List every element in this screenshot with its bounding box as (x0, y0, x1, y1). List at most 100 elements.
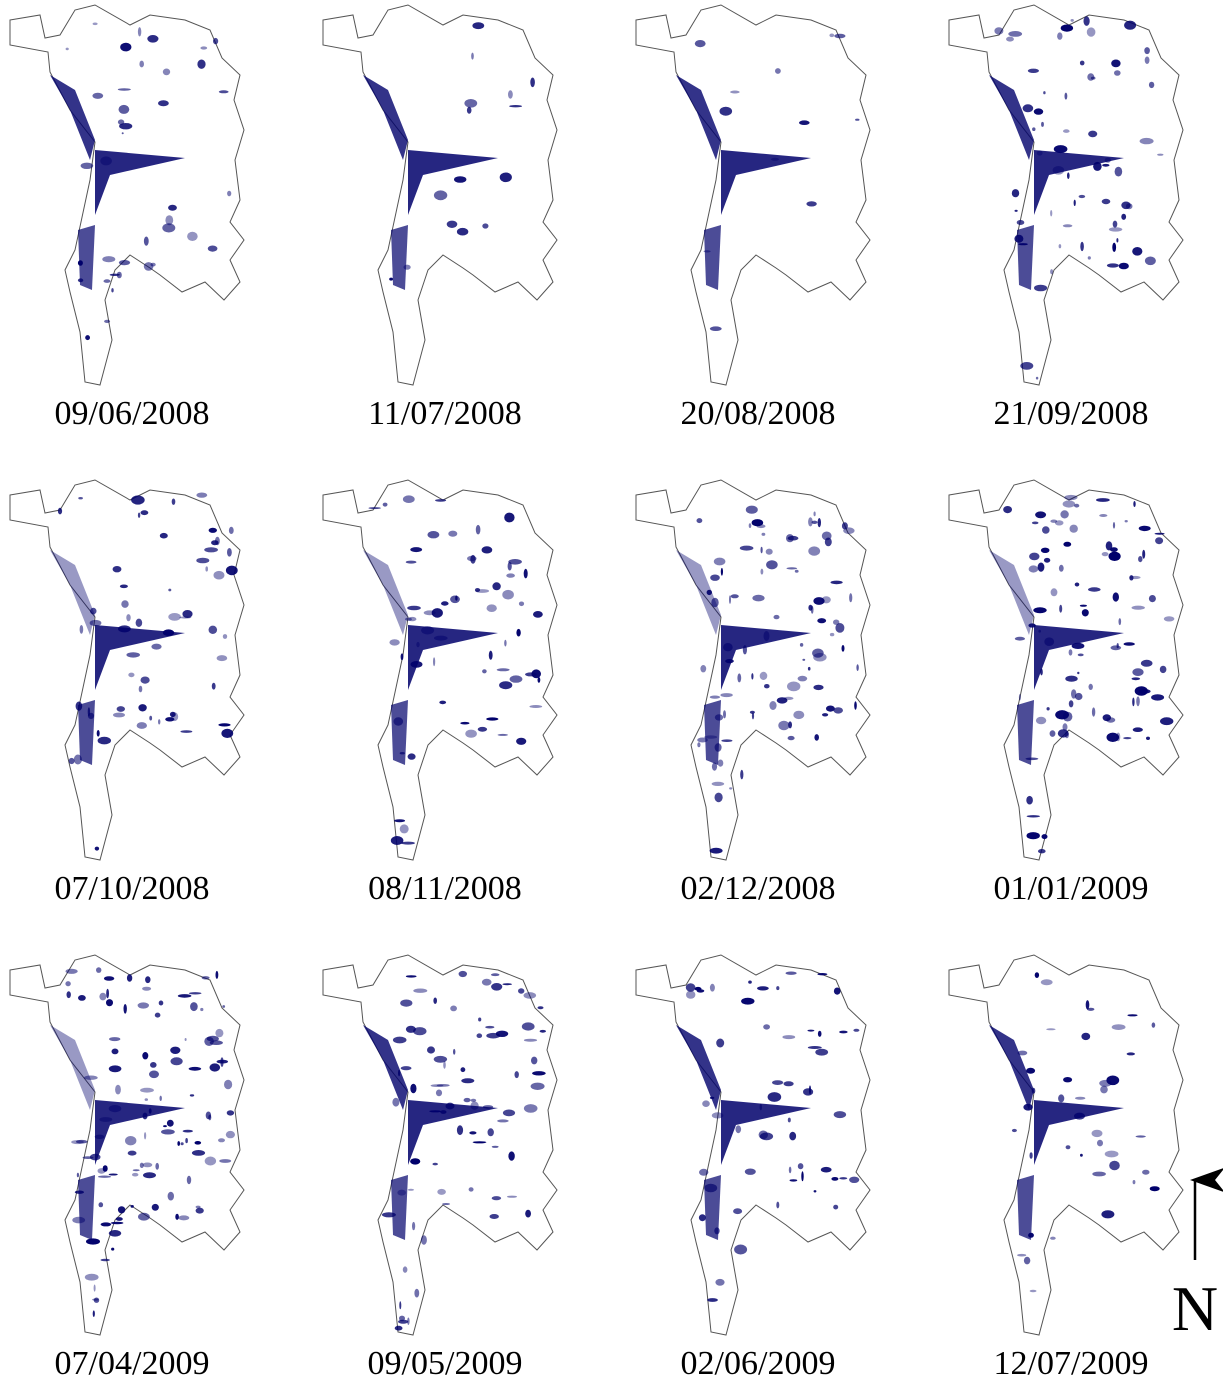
water-patch (383, 503, 388, 507)
water-patch (471, 1099, 477, 1102)
water-patch (90, 608, 96, 615)
water-patch (158, 719, 160, 724)
date-label: 09/05/2009 (368, 1345, 523, 1380)
water-patch (1086, 1000, 1090, 1009)
water-patch (715, 793, 723, 803)
water-patch (394, 819, 405, 822)
figure: N 09/06/200811/07/200820/08/200821/09/20… (0, 0, 1223, 1380)
water-patch (695, 987, 702, 991)
water-patch (219, 1159, 231, 1163)
water-patch (58, 508, 62, 515)
water-patch (88, 713, 94, 719)
water-patch (1127, 1014, 1137, 1016)
water-patch (1100, 1086, 1108, 1094)
water-patch (1107, 263, 1119, 267)
water-patch (137, 722, 147, 729)
water-patch (401, 1066, 412, 1070)
water-patch (98, 1176, 111, 1178)
water-patch (802, 659, 805, 661)
water-patch (226, 566, 238, 576)
water-patch (408, 753, 416, 759)
water-patch (749, 523, 752, 528)
water-patch (1059, 244, 1062, 248)
water-patch (818, 518, 821, 527)
water-patch (136, 619, 143, 627)
water-patch (490, 1214, 499, 1219)
water-patch (504, 513, 514, 523)
water-patch (446, 1103, 455, 1110)
water-patch (80, 625, 84, 634)
water-patch (740, 546, 754, 551)
water-patch (1092, 1130, 1103, 1137)
water-patch (397, 1190, 406, 1196)
water-patch (1070, 525, 1078, 533)
water-patch (401, 842, 415, 845)
water-patch (1051, 588, 1058, 596)
water-patch (151, 644, 161, 650)
water-patch (789, 1132, 796, 1141)
water-patch (1034, 108, 1043, 114)
water-patch (786, 972, 797, 975)
water-patch (1028, 69, 1039, 73)
water-patch (808, 546, 820, 555)
region-outline (323, 480, 557, 860)
water-patch (86, 1238, 100, 1244)
water-patch (1116, 238, 1118, 242)
water-patch (160, 533, 168, 539)
water-patch (457, 1125, 463, 1135)
water-patch (109, 1230, 121, 1237)
water-patch (196, 558, 209, 564)
water-patch (798, 676, 808, 682)
water-patch (109, 1105, 122, 1112)
water-patch (410, 1158, 420, 1164)
water-patch (720, 107, 733, 116)
water-patch (178, 994, 192, 998)
water-patch (219, 90, 229, 93)
water-patch (118, 1206, 125, 1213)
water-patch (101, 1222, 112, 1226)
water-patch (482, 546, 493, 553)
water-patch (834, 34, 845, 39)
water-patch (128, 1151, 137, 1156)
region-outline (323, 955, 557, 1335)
water-patch (433, 657, 435, 666)
water-patch (1105, 1151, 1119, 1158)
water-patch (1014, 235, 1023, 243)
water-patch (76, 702, 83, 711)
water-patch (126, 614, 130, 621)
date-label: 08/11/2008 (368, 870, 522, 907)
water-patch (104, 279, 111, 283)
water-patch (771, 158, 779, 161)
water-patch (141, 510, 149, 515)
date-label: 21/09/2008 (994, 395, 1149, 432)
map-panel: 20/08/2008 (636, 5, 870, 432)
water-patch (710, 848, 723, 854)
water-patch (476, 525, 481, 535)
water-patch (220, 1057, 223, 1067)
water-patch (227, 191, 231, 197)
water-patch (428, 531, 440, 538)
water-patch (421, 1235, 427, 1244)
water-patch (404, 265, 411, 270)
water-patch (1063, 723, 1068, 730)
water-patch (1042, 526, 1050, 533)
water-patch (178, 1215, 189, 1220)
water-patch (175, 1214, 179, 1220)
water-patch (139, 686, 143, 693)
water-patch (510, 675, 523, 682)
water-patch (491, 983, 502, 991)
water-patch (525, 1210, 531, 1218)
water-patch (743, 645, 747, 654)
water-patch (187, 232, 198, 241)
water-patch (478, 727, 487, 732)
water-patch (189, 992, 202, 994)
water-patch (421, 626, 434, 634)
water-patch (1152, 1022, 1156, 1027)
map-panel: 12/07/2009 (949, 955, 1183, 1380)
map-panel: 09/05/2009 (323, 955, 557, 1380)
water-patch (700, 665, 706, 672)
water-patch (764, 631, 770, 641)
water-patch (702, 1100, 710, 1107)
water-patch (1115, 167, 1123, 177)
water-patch (1041, 548, 1050, 553)
